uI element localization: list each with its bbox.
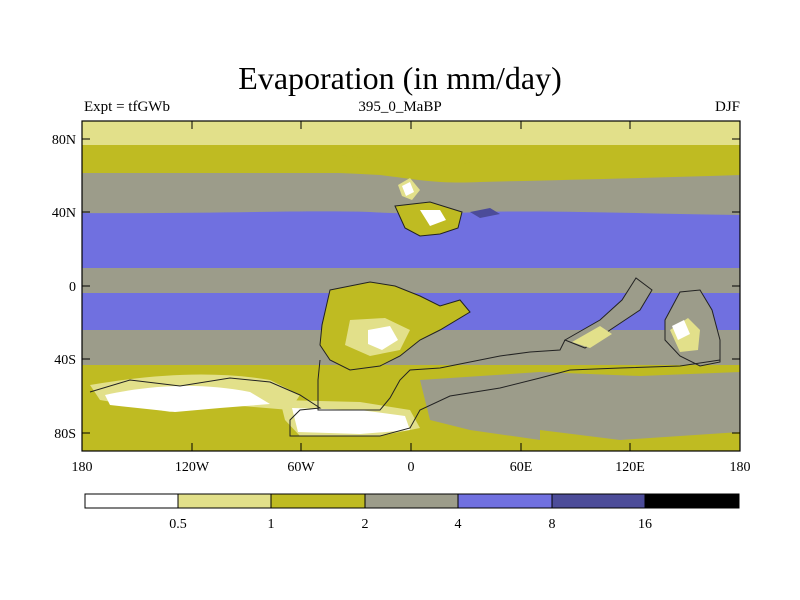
colorbar-swatch-1 xyxy=(177,493,272,509)
map-title: Evaporation (in mm/day) xyxy=(238,60,562,96)
colorbar-swatch-4 xyxy=(457,493,553,509)
india-light xyxy=(572,326,612,348)
contour-south-gray xyxy=(420,372,740,450)
continent-south-polar-outline xyxy=(89,359,721,437)
lon-label-180w: 180 xyxy=(72,460,93,475)
lat-label-40n: 40N xyxy=(52,206,76,221)
lon-label-120e: 120E xyxy=(615,460,645,475)
colorbar-swatch-6 xyxy=(644,493,740,509)
colorbar-swatch-0 xyxy=(84,493,179,509)
colorbar-label-2: 2 xyxy=(362,517,369,532)
colorbar-swatch-3 xyxy=(364,493,459,509)
colorbar-label-1: 1 xyxy=(268,517,275,532)
colorbar-swatch-2 xyxy=(270,493,366,509)
contour-north-white xyxy=(402,182,414,196)
lon-label-60w: 60W xyxy=(287,460,315,475)
colorbar-label-0-5: 0.5 xyxy=(169,517,187,532)
continent-south-landmass xyxy=(317,339,566,411)
contour-south-yellow-3 xyxy=(540,430,740,451)
lat-label-80s: 80S xyxy=(54,427,76,442)
season-label: DJF xyxy=(714,99,740,115)
contour-north-wave-2 xyxy=(82,176,740,215)
contour-north-blue-dark xyxy=(470,208,500,218)
lon-label-120w: 120W xyxy=(175,460,210,475)
colorbar xyxy=(84,493,740,509)
lon-ticks xyxy=(81,121,741,451)
map-plot-area xyxy=(82,121,740,451)
colorbar-label-16: 16 xyxy=(638,517,652,532)
lat-label-0: 0 xyxy=(69,280,76,295)
contour-north-wave-1 xyxy=(82,145,740,183)
lat-label-80n: 80N xyxy=(52,133,76,148)
colorbar-label-8: 8 xyxy=(549,517,556,532)
lat-ticks xyxy=(82,138,740,434)
australia-white xyxy=(672,320,690,340)
experiment-label: Expt = tfGWb xyxy=(84,99,170,115)
africa-white xyxy=(368,326,398,350)
colorbar-swatch-5 xyxy=(551,493,646,509)
lon-label-60e: 60E xyxy=(510,460,533,475)
lon-label-180e: 180 xyxy=(730,460,751,475)
contour-south-white-1 xyxy=(105,385,270,412)
contour-south-white-2 xyxy=(292,408,410,434)
europe-white xyxy=(420,210,446,226)
colorbar-label-4: 4 xyxy=(455,517,462,532)
lat-label-40s: 40S xyxy=(54,353,76,368)
lon-label-0: 0 xyxy=(408,460,415,475)
period-label: 395_0_MaBP xyxy=(358,99,442,115)
contour-south-yellow-2 xyxy=(82,420,300,451)
